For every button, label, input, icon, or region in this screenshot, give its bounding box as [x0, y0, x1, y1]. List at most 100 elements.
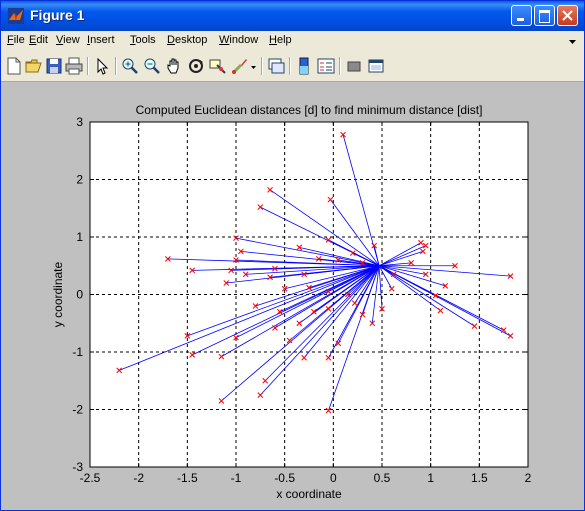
menu-label-rest: iew: [63, 34, 80, 46]
link-plot-icon[interactable]: [267, 57, 285, 75]
menu-item-insert[interactable]: Insert: [87, 34, 115, 46]
point-marker: [325, 288, 332, 295]
menu-item-view[interactable]: View: [56, 34, 80, 46]
point-marker: [267, 186, 273, 193]
menu-accelerator: F: [7, 34, 14, 46]
brush-icon[interactable]: [231, 57, 249, 75]
point-marker: [442, 283, 449, 289]
minimize-button[interactable]: [511, 5, 532, 26]
menu-item-file[interactable]: File: [7, 34, 25, 46]
distance-line: [235, 237, 380, 267]
menu-item-help[interactable]: Help: [269, 34, 292, 46]
point-marker: [281, 285, 288, 292]
toolbar-separator: [339, 57, 341, 75]
zoom-in-icon[interactable]: [121, 57, 139, 75]
menu-label-rest: indow: [229, 34, 259, 46]
colorbar-icon[interactable]: [295, 57, 313, 75]
distance-line: [378, 265, 436, 297]
menu-overflow-icon[interactable]: [569, 38, 577, 46]
point-marker: [390, 271, 397, 278]
zoom-out-icon[interactable]: [143, 57, 161, 75]
pan-hand-icon[interactable]: [165, 57, 183, 75]
point-marker: [184, 333, 191, 339]
distance-lines: [119, 134, 511, 411]
distance-line: [328, 265, 380, 411]
y-tick-label: -2: [72, 403, 83, 417]
point-marker: [345, 291, 351, 298]
x-tick-label: -2: [133, 471, 144, 485]
y-tick-label: 2: [76, 173, 83, 187]
point-marker: [500, 327, 507, 334]
point-marker: [325, 407, 332, 414]
x-tick-label: -0.5: [274, 471, 295, 485]
menu-item-window[interactable]: Window: [219, 34, 258, 46]
show-plot-tools-icon[interactable]: [367, 57, 385, 75]
distance-line: [352, 252, 380, 267]
legend-icon[interactable]: [317, 57, 335, 75]
distance-line: [379, 262, 412, 267]
menu-accelerator: D: [167, 34, 175, 46]
open-file-icon[interactable]: [25, 57, 43, 75]
point-marker: [335, 340, 342, 347]
point-marker: [238, 248, 244, 255]
y-tick-label: -3: [72, 460, 83, 474]
print-icon[interactable]: [65, 57, 83, 75]
edit-plot-arrow-icon[interactable]: [93, 57, 111, 75]
point-marker: [228, 267, 234, 274]
distance-line: [119, 265, 380, 371]
new-figure-icon[interactable]: [5, 57, 23, 75]
hide-plot-tools-icon[interactable]: [345, 57, 363, 75]
y-tick-label: 1: [76, 230, 83, 244]
point-marker: [301, 354, 307, 361]
close-button[interactable]: [557, 5, 578, 26]
scatter-plot[interactable]: -2.5 -2 -1.5 -1 -0.5 0 0.5 1 1.5 2 -3 -2 -1 0 1 2 3 Comp…: [1, 82, 584, 510]
distance-line: [235, 265, 380, 338]
point-marker: [315, 255, 322, 262]
distance-line: [313, 265, 380, 313]
save-icon[interactable]: [45, 57, 63, 75]
menu-accelerator: V: [56, 34, 64, 46]
point-marker: [233, 235, 239, 242]
point-marker: [242, 271, 249, 278]
rotate-3d-icon[interactable]: [187, 57, 205, 75]
chevron-down-icon[interactable]: [251, 65, 257, 71]
x-tick-label: 0: [330, 471, 337, 485]
y-tick-label: 3: [76, 115, 83, 129]
distance-line: [299, 246, 380, 267]
point-marker: [432, 292, 439, 299]
title-bar[interactable]: Figure 1: [1, 1, 584, 31]
toolbar-separator: [261, 57, 263, 75]
menu-label-rest: esktop: [174, 34, 208, 46]
point-marker: [233, 334, 239, 341]
point-marker: [359, 260, 366, 266]
matlab-logo-icon: [8, 8, 24, 24]
distance-line: [264, 265, 380, 382]
menu-item-desktop[interactable]: Desktop: [167, 34, 207, 46]
point-marker: [272, 324, 278, 331]
chart-title: Computed Euclidean distances [d] to find…: [136, 103, 483, 117]
menu-label-rest: dit: [36, 34, 48, 46]
maximize-button[interactable]: [534, 5, 555, 26]
distance-line: [378, 265, 446, 287]
point-marker: [371, 242, 378, 249]
distance-line: [337, 265, 380, 344]
point-marker: [276, 308, 283, 315]
point-marker: [359, 311, 366, 318]
y-axis-label: y coordinate: [51, 261, 65, 327]
menu-item-tools[interactable]: Tools: [130, 34, 156, 46]
point-marker: [507, 273, 514, 279]
distance-line: [221, 265, 380, 402]
x-tick-label: 2: [525, 471, 532, 485]
menu-accelerator: I: [87, 34, 91, 46]
distance-line: [274, 265, 380, 270]
menu-item-edit[interactable]: Edit: [29, 34, 48, 46]
axis-ticks: -2.5 -2 -1.5 -1 -0.5 0 0.5 1 1.5 2 -3 -2 -1 0 1 2 3: [72, 115, 531, 485]
data-cursor-icon[interactable]: [209, 57, 227, 75]
distance-line: [221, 265, 380, 357]
point-marker: [349, 250, 356, 256]
x-tick-label: 1.5: [471, 471, 488, 485]
point-marker: [507, 333, 514, 339]
minimize-icon: [517, 18, 524, 21]
distance-line: [371, 265, 380, 324]
